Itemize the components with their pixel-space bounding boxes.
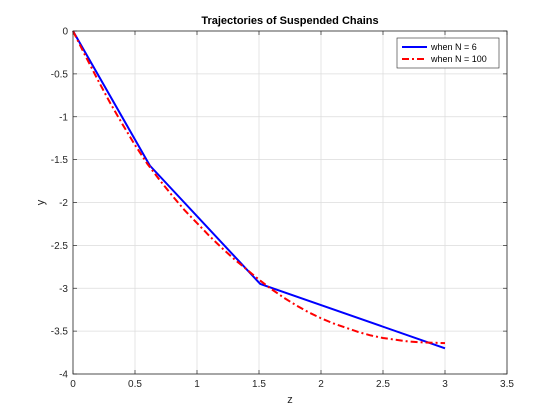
y-tick-label: -4 — [59, 370, 68, 381]
chart-title: Trajectories of Suspended Chains — [201, 15, 378, 27]
x-axis-label: z — [287, 394, 293, 406]
x-tick-label: 0.5 — [128, 379, 142, 390]
ticks: 0 0.5 1 1.5 2 2.5 3 3.5 0 -0.5 -1 -1.5 -2 -2.5 -3 -3.5 -… — [51, 27, 515, 391]
y-tick-label: -2.5 — [51, 241, 69, 252]
y-tick-label: -1.5 — [51, 155, 69, 166]
y-tick-label: -1 — [59, 112, 68, 123]
x-tick-label: 0 — [70, 379, 76, 390]
legend-entry-n6: when N = 6 — [430, 42, 477, 52]
x-tick-label: 3.5 — [500, 379, 514, 390]
legend: when N = 6 when N = 100 — [396, 37, 500, 69]
y-tick-label: 0 — [62, 27, 68, 38]
y-tick-label: -3.5 — [51, 327, 69, 338]
y-tick-label: -3 — [59, 284, 68, 295]
series-line-n100 — [72, 30, 446, 345]
x-tick-label: 2 — [318, 379, 324, 390]
x-tick-label: 2.5 — [376, 379, 390, 390]
x-tick-label: 1 — [194, 379, 200, 390]
y-axis-label: y — [35, 199, 47, 205]
x-tick-label: 1.5 — [252, 379, 266, 390]
legend-entry-n100: when N = 100 — [430, 54, 487, 64]
series-line-n6 — [72, 30, 446, 350]
legend-box — [396, 37, 500, 69]
x-tick-label: 3 — [442, 379, 448, 390]
series-group — [72, 30, 446, 350]
y-tick-label: -2 — [59, 198, 68, 209]
y-tick-label: -0.5 — [51, 69, 69, 80]
